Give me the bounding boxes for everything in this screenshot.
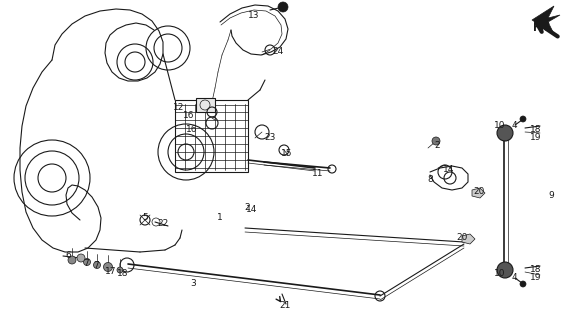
Text: 18: 18: [530, 124, 542, 133]
Text: 14: 14: [246, 205, 258, 214]
Circle shape: [68, 256, 76, 264]
Text: 10: 10: [494, 122, 505, 131]
Text: 4: 4: [511, 274, 517, 283]
Text: 18: 18: [530, 266, 542, 275]
Text: 21: 21: [279, 300, 291, 309]
Text: 6: 6: [65, 251, 71, 260]
Text: 11: 11: [312, 169, 324, 178]
Text: 20: 20: [456, 234, 468, 243]
Circle shape: [520, 281, 526, 287]
Text: 8: 8: [427, 175, 433, 185]
Circle shape: [83, 259, 90, 266]
Text: 16: 16: [186, 125, 198, 134]
Text: 19: 19: [530, 274, 542, 283]
Text: 2: 2: [434, 141, 440, 150]
Polygon shape: [196, 98, 215, 112]
Text: 16: 16: [183, 110, 195, 119]
Circle shape: [278, 2, 288, 12]
Circle shape: [117, 267, 123, 273]
Polygon shape: [462, 234, 475, 244]
Text: 22: 22: [157, 220, 168, 228]
Text: FR.: FR.: [533, 23, 553, 33]
Text: 7: 7: [83, 259, 89, 268]
Polygon shape: [532, 6, 560, 34]
Circle shape: [497, 125, 513, 141]
Text: 1: 1: [217, 213, 223, 222]
Text: 9: 9: [548, 190, 554, 199]
Circle shape: [77, 254, 85, 262]
Text: 19: 19: [530, 132, 542, 141]
Text: 5: 5: [142, 213, 148, 222]
Circle shape: [520, 116, 526, 122]
Text: 7: 7: [93, 261, 99, 270]
Circle shape: [497, 262, 513, 278]
Text: 23: 23: [264, 132, 276, 141]
Polygon shape: [472, 188, 485, 198]
Circle shape: [432, 137, 440, 145]
Text: 14: 14: [444, 165, 455, 174]
Text: 4: 4: [511, 122, 517, 131]
Circle shape: [104, 262, 112, 271]
Text: 15: 15: [281, 148, 293, 157]
Text: 13: 13: [248, 11, 260, 20]
Circle shape: [93, 261, 101, 268]
Text: 2: 2: [244, 203, 250, 212]
Text: 12: 12: [173, 102, 185, 111]
Text: 3: 3: [190, 278, 196, 287]
Text: 18: 18: [118, 269, 129, 278]
Text: 24: 24: [272, 47, 284, 57]
Text: 20: 20: [473, 188, 485, 196]
Text: 10: 10: [494, 269, 505, 278]
Text: 17: 17: [105, 267, 117, 276]
